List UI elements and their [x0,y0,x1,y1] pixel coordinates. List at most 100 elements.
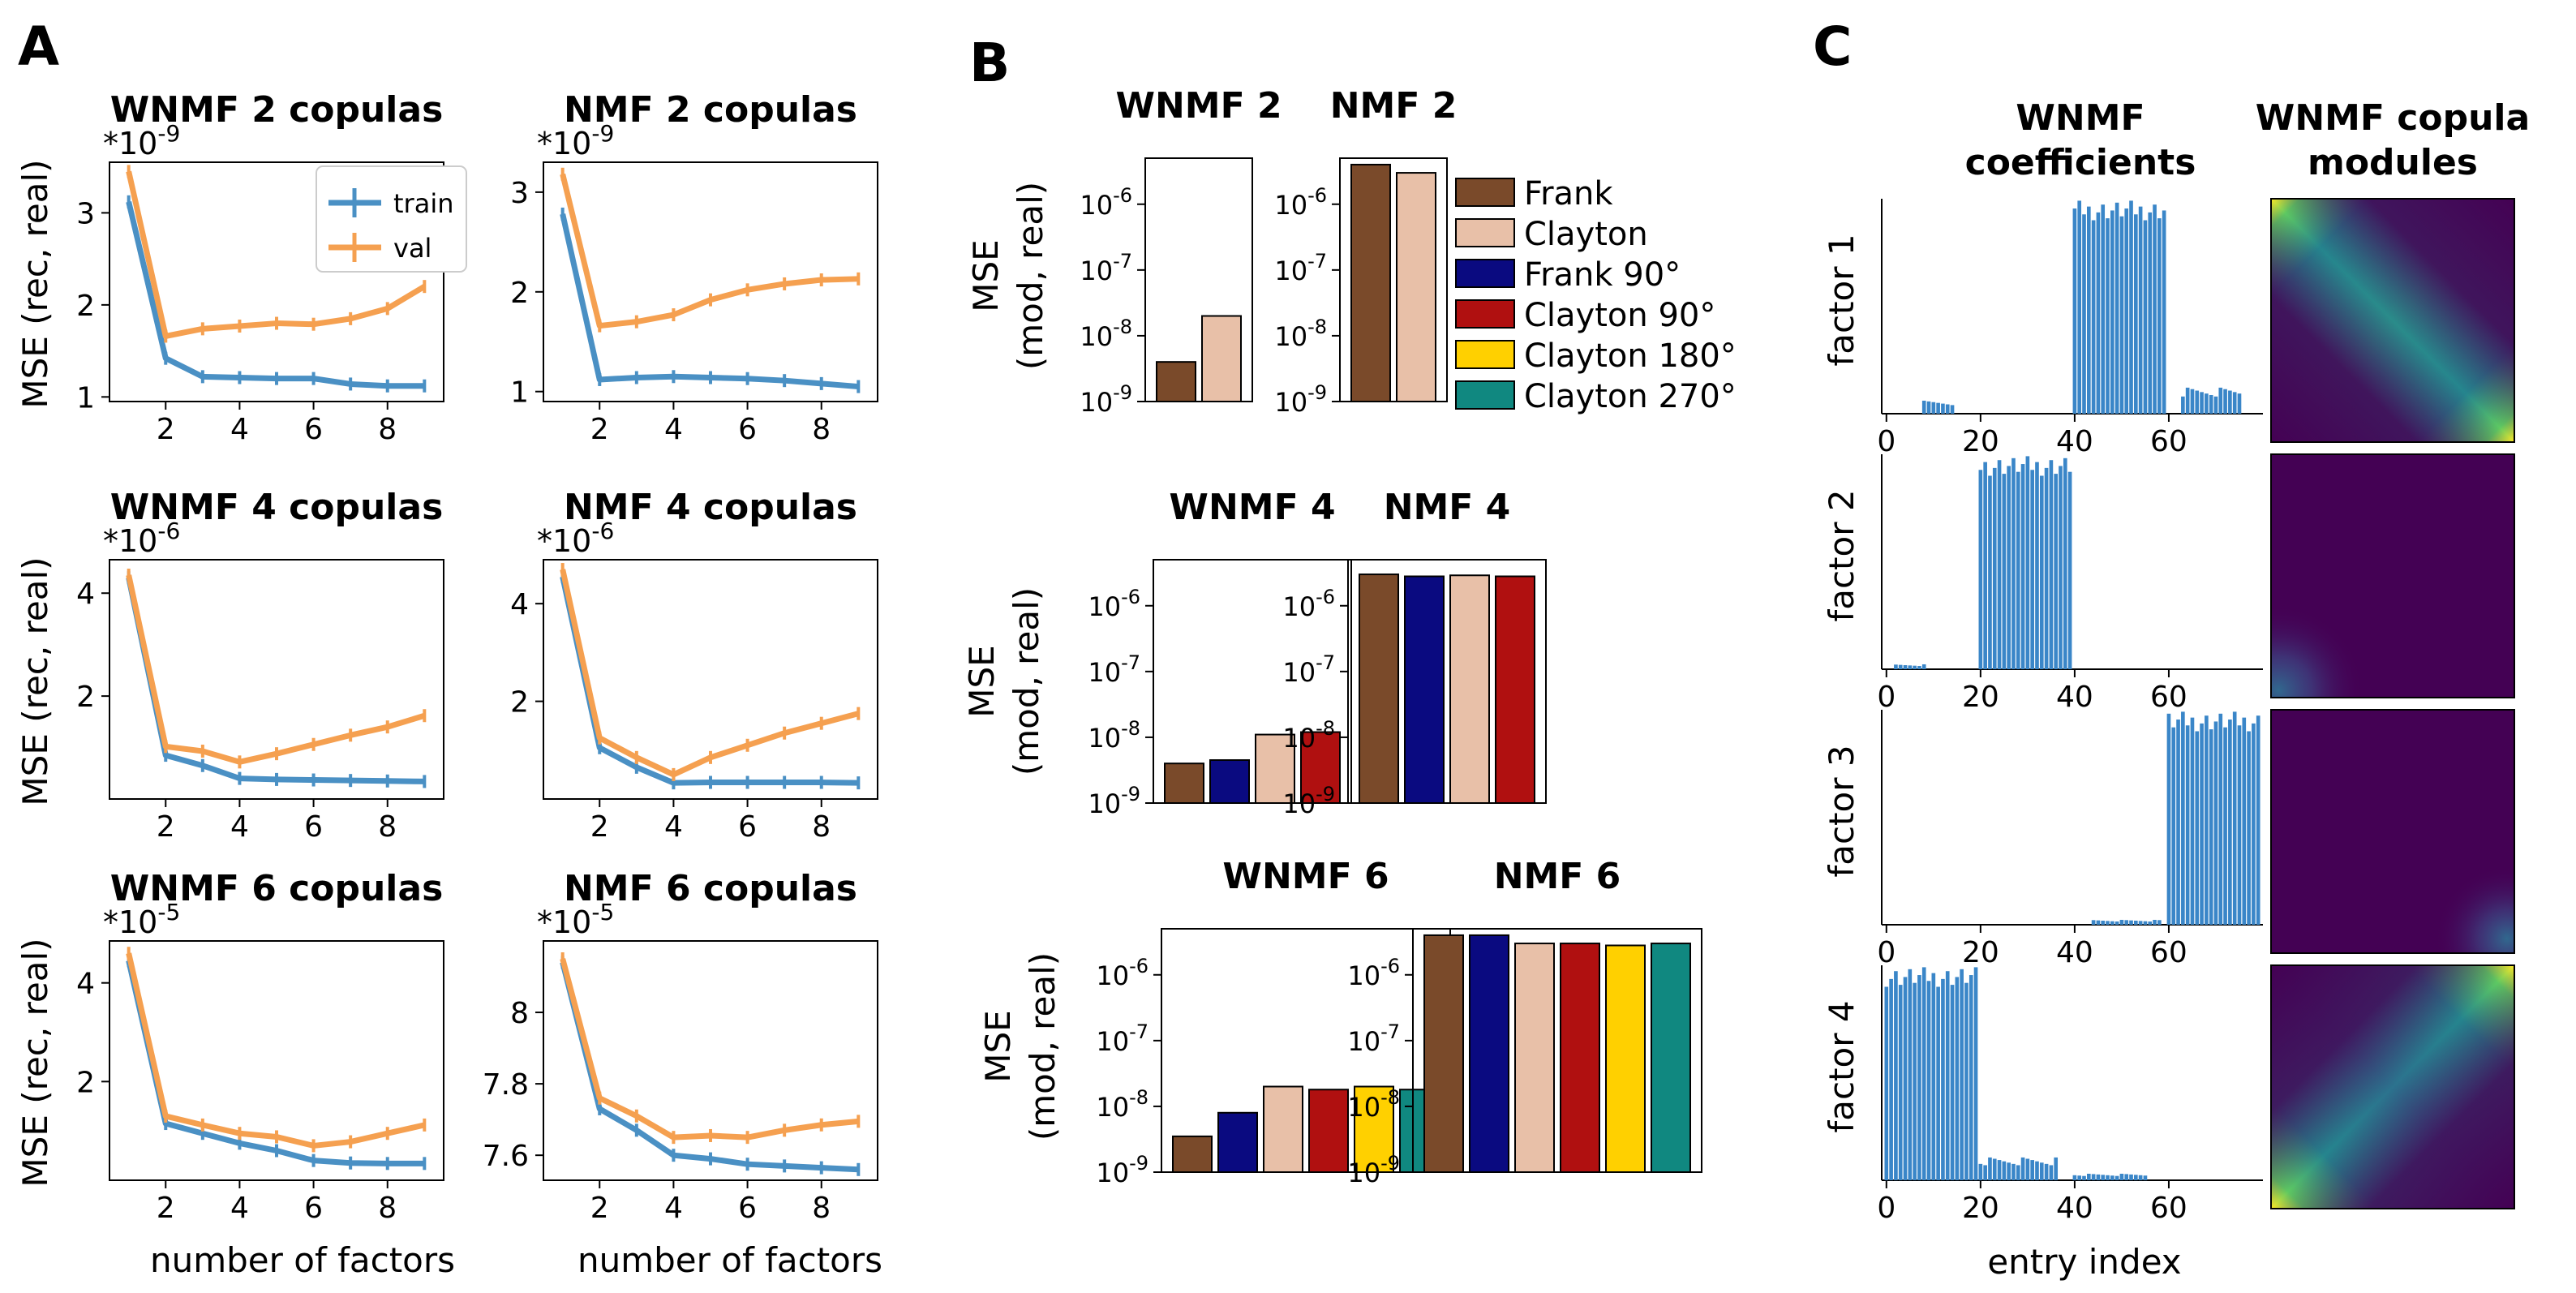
c4-bar [2016,1165,2020,1180]
c4-bar [1945,971,1950,1180]
a5-ytick-label: 4 [76,968,95,1001]
c1-bar [2190,389,2195,414]
b1-bar-clayton [1201,315,1242,402]
c-mod-title-line1: WNMF copula [2256,97,2530,139]
c4-bar [2030,1160,2034,1180]
c4-bar [2082,1175,2086,1180]
b6-bar-clayton [1514,943,1555,1173]
b2-ytick-exponent: -9 [1307,381,1327,404]
c2-bar [1908,665,1913,669]
a6-exponent: -5 [591,899,614,926]
c1-bar [2138,206,2143,414]
c2-bar [2016,471,2020,669]
c1-bar [1931,402,1936,414]
c3-bar [2232,711,2237,925]
module-3-glow [2271,710,2514,953]
c3-bar [2256,715,2260,925]
c3-bar [2213,721,2218,925]
module-heatmap-3 [2270,709,2515,954]
c1-bar [2110,210,2114,414]
c1-bar [2077,200,2082,414]
panel-letter-a: A [18,15,59,78]
c3-bar [2143,921,2148,925]
chart-a2: NMF 2 copulas*10-9 2 4 6 8 1 2 3 [510,89,878,446]
a5-exponent: -5 [157,899,180,926]
c4-bar [1983,1165,1987,1180]
b-ylabel-row3: MSE (mod, real) [978,952,1063,1141]
c4-bar [2124,1174,2129,1180]
c-coef-title-line1: WNMF [2016,97,2145,139]
a1-ytick-label: 1 [76,381,95,415]
legend-val-label: val [393,233,431,264]
a5-xtick-label: 6 [304,1192,323,1225]
b4-ytick-exponent: -8 [1316,717,1335,740]
c4-xtick-label: 60 [2150,1192,2187,1225]
legend-train-label: train [393,188,453,219]
c1-bar [1950,405,1955,414]
c3-bar [2247,731,2251,925]
c1-xtick-label: 0 [1877,425,1896,458]
c2-bar [1992,467,1997,669]
b6-title: NMF 6 [1494,856,1621,897]
a2-title: NMF 2 copulas [564,89,857,131]
a3-xtick-label: 2 [157,810,175,844]
c4-bar [2110,1175,2114,1180]
b1-ytick-exponent: -8 [1113,316,1132,338]
legend-b-label-clayton270: Clayton 270° [1524,378,1737,415]
b6-ytick-exponent: -8 [1380,1086,1400,1109]
c3-xtick-label: 0 [1877,936,1896,969]
c4-bar [2002,1161,2007,1180]
c4-bar [2091,1174,2096,1180]
c4-bar [2086,1173,2091,1180]
a1-xtick-label: 4 [230,413,249,446]
a6-xtick-label: 4 [664,1192,683,1225]
c1-bar [2129,200,2133,414]
a2-exponent: -9 [591,120,614,147]
c2-bar [1917,666,1921,669]
b-ylabel-row1-line2: (mod, real) [1011,182,1050,370]
b-ylabel-row2: MSE (mod, real) [962,587,1046,775]
c4-bar [1968,975,1973,1180]
c3-xtick-label: 60 [2150,936,2187,969]
c2-bar [2067,471,2072,669]
c1-bar [2205,393,2209,414]
c4-bar [2072,1175,2077,1180]
factor-label-3: factor 3 [1822,745,1861,877]
c4-bar [2114,1175,2119,1180]
c4-bar [1978,1163,1983,1180]
c3-bar [2119,919,2124,925]
b3-ytick-exponent: -8 [1121,717,1140,740]
b1-bar-frank [1156,361,1196,402]
b5-bar-frank90 [1217,1111,1258,1173]
c1-bar [2072,208,2077,414]
legend-a-frame [316,165,467,273]
module-heatmap-4 [2270,964,2515,1209]
c2-bar [2020,464,2025,669]
a4-xtick-label: 4 [664,810,683,844]
c1-bar [2223,389,2227,414]
panel-letter-b: B [969,32,1010,94]
module-3-frame [2270,709,2515,954]
c4-bar [2035,1161,2039,1180]
a6-multiplier: *10-5 [537,899,614,940]
b1-ytick-exponent: -6 [1113,184,1132,207]
c1-bar [2124,208,2129,414]
a4-xtick-label: 6 [738,810,757,844]
c2-bar [2030,470,2034,669]
c4-bar [1931,973,1936,1180]
c2-bar [2025,456,2030,669]
c1-bar [2091,220,2096,414]
c4-bar [2096,1174,2101,1180]
a3-frame [109,559,444,800]
c4-bar [2129,1174,2133,1180]
a5-xtick-label: 8 [378,1192,397,1225]
b2-bar-frank [1350,163,1391,403]
b-ylabel-row3-line1: MSE [978,1010,1018,1082]
b3-bar-frank [1164,762,1204,804]
b6-ytick-label: 10-7 [1347,1020,1400,1057]
b3-bar-clayton90 [1300,731,1341,805]
c1-bar [2218,387,2223,414]
c1-xtick-label: 20 [1962,425,1999,458]
c3-bar [2237,725,2242,925]
c3-bar [2134,921,2138,925]
